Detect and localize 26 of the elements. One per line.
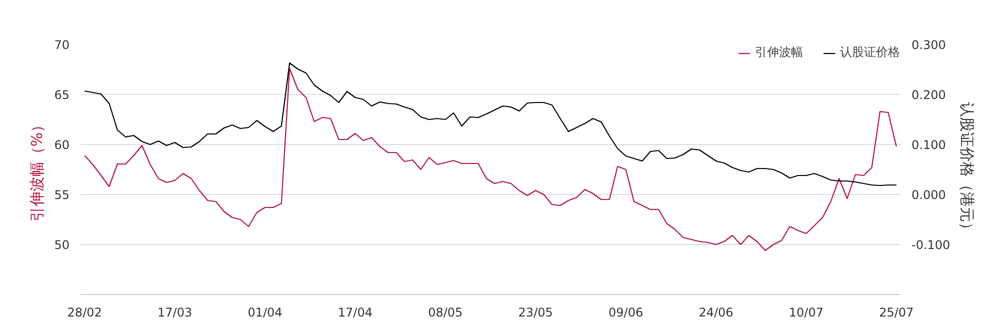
x-tick-label: 24/06 xyxy=(698,306,734,320)
y-tick-label: 60 xyxy=(54,138,70,152)
line-series xyxy=(84,68,897,252)
y2-axis-title: 认股证价格（港元） xyxy=(958,102,976,237)
y2-tick-label: 0.300 xyxy=(912,38,946,52)
y-tick-label: 55 xyxy=(54,188,70,202)
y2-tick-label: -0.100 xyxy=(912,238,950,252)
x-tick-label: 10/07 xyxy=(788,306,824,320)
y-axis-title: 引伸波幅（%） xyxy=(28,117,46,222)
x-tick-label: 28/02 xyxy=(67,306,102,320)
legend-label: 认股证价格 xyxy=(840,44,900,61)
y-tick-label: 50 xyxy=(54,238,70,252)
x-tick-label: 08/05 xyxy=(428,306,463,320)
x-tick-label: 09/06 xyxy=(608,306,644,320)
x-tick-label: 01/04 xyxy=(248,306,282,320)
line-series xyxy=(84,62,897,186)
x-tick-label: 17/04 xyxy=(338,306,373,320)
y2-tick-label: 0.200 xyxy=(912,88,946,102)
y2-tick-label: 0.100 xyxy=(912,138,946,152)
legend-label: 引伸波幅 xyxy=(755,44,803,61)
y2-tick-label: 0.000 xyxy=(912,188,946,202)
x-tick-label: 23/05 xyxy=(518,306,553,320)
y-tick-label: 70 xyxy=(54,38,70,52)
x-tick-label: 17/03 xyxy=(158,306,192,320)
y-tick-label: 65 xyxy=(54,88,70,102)
x-tick-label: 25/07 xyxy=(879,306,914,320)
